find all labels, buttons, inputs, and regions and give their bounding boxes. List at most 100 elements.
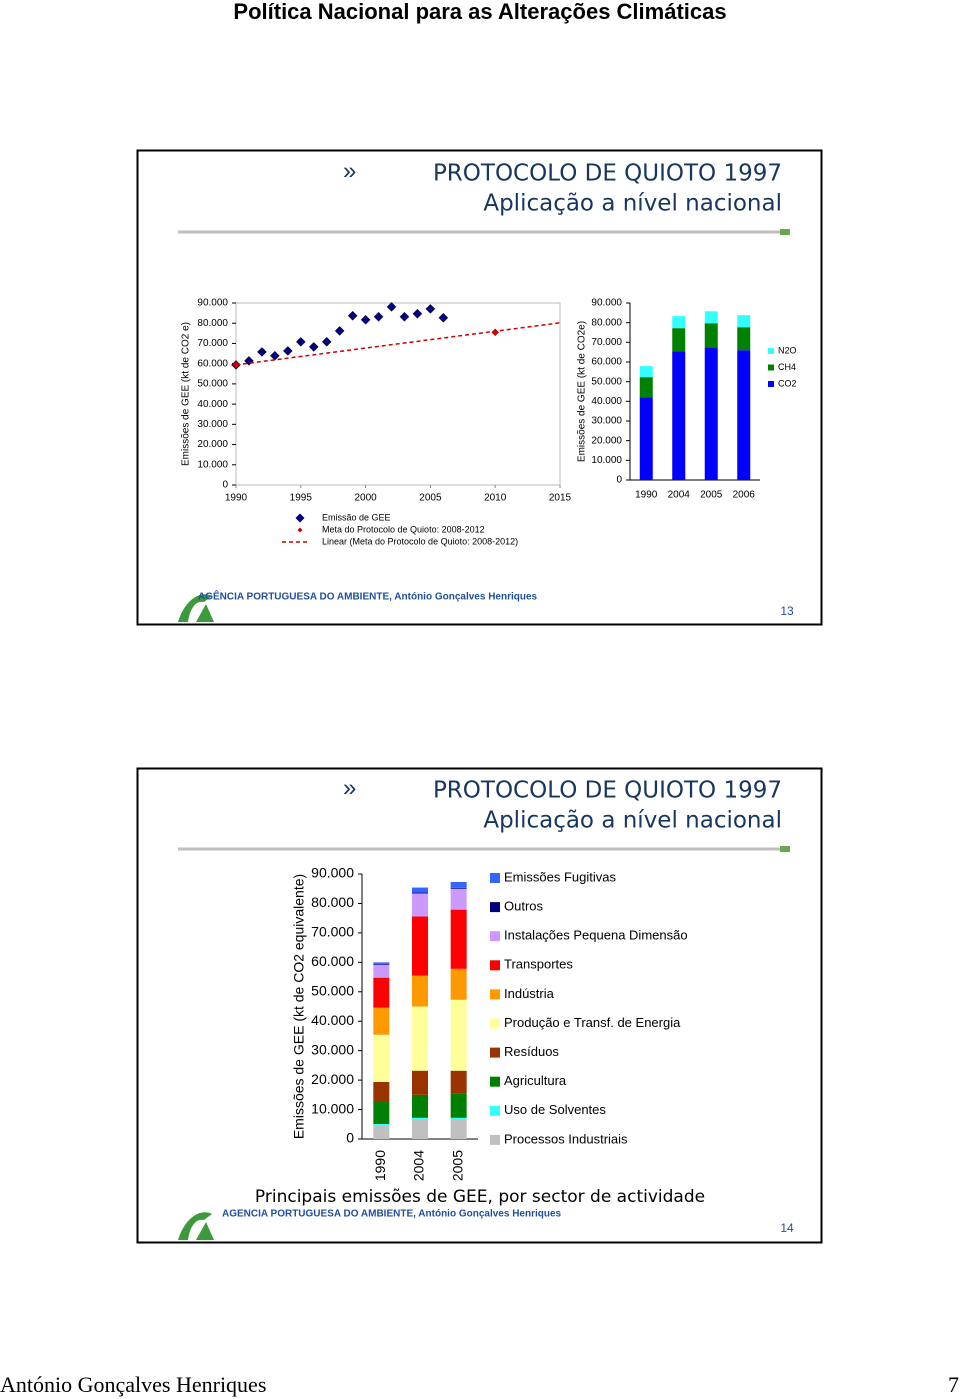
x-tick-label: 1995 [290, 493, 313, 504]
bar-segment [450, 1118, 467, 1139]
slide-title: PROTOCOLO DE QUIOTO 1997 [433, 161, 782, 187]
title-accent [780, 229, 790, 235]
data-point [334, 326, 345, 336]
bar-segment [373, 1081, 390, 1102]
x-tick-label: 2000 [354, 493, 377, 504]
slide-subtitle: Aplicação a nível nacional [483, 808, 782, 834]
legend-swatch [768, 381, 774, 387]
legend-label: Processos Industriais [504, 1131, 628, 1146]
data-point [282, 346, 293, 356]
bar-segment [373, 1007, 390, 1035]
bar-segment [639, 377, 653, 398]
page-author: António Gonçalves Henriques [0, 1372, 266, 1397]
legend-swatch [295, 513, 305, 523]
page-number: 7 [948, 1372, 959, 1397]
data-point [270, 350, 280, 361]
data-point [257, 347, 267, 357]
bar-segment [373, 963, 390, 965]
data-point [399, 311, 410, 322]
bar-segment [412, 893, 428, 917]
legend-label: Emissão de GEE [322, 512, 391, 522]
slide-frame [136, 149, 823, 626]
agency-logo [178, 594, 214, 622]
data-point [425, 304, 436, 314]
legend-label: Outros [504, 899, 544, 914]
plot-frame [235, 302, 561, 486]
bar-segment [373, 977, 390, 1008]
legend-swatch [490, 931, 500, 942]
y-tick-label: 70.000 [197, 338, 228, 349]
bar-segment [412, 1094, 428, 1118]
slide-title: PROTOCOLO DE QUIOTO 1997 [433, 778, 782, 804]
x-tick-label: 2004 [411, 1150, 427, 1181]
bar-segment [450, 968, 467, 1000]
legend-label: Instalações Pequena Dimensão [504, 928, 688, 943]
y-tick-label: 0 [616, 475, 622, 486]
legend-swatch [490, 902, 500, 913]
legend-label: Indústria [504, 986, 555, 1001]
y-tick-label: 30.000 [311, 1041, 354, 1057]
data-point [438, 312, 449, 323]
y-axis-title: Emissões de GEE (kt de CO2 e) [181, 322, 192, 466]
x-tick-label: 1990 [372, 1150, 388, 1181]
bar-segment [412, 1070, 428, 1095]
bar-segment [450, 1093, 467, 1118]
x-tick-label: 2006 [733, 490, 756, 501]
y-tick-label: 80.000 [197, 318, 228, 329]
data-point [373, 311, 384, 322]
bar-segment [412, 1118, 428, 1139]
bar-segment [412, 887, 428, 893]
y-tick-label: 10.000 [591, 455, 622, 466]
x-tick-label: 2015 [549, 493, 572, 504]
bar-segment [412, 916, 428, 976]
bar-segment [737, 350, 751, 480]
bar-segment [373, 1126, 390, 1139]
legend-swatch [490, 1105, 500, 1116]
legend-label: Emissões Fugitivas [504, 869, 616, 884]
bar-segment [450, 1117, 467, 1119]
legend-swatch [490, 989, 500, 1000]
bar-segment [450, 887, 467, 889]
y-tick-label: 90.000 [197, 298, 228, 309]
legend-label: Produção e Transf. de Energia [504, 1015, 681, 1030]
y-tick-label: 70.000 [311, 924, 354, 940]
bar-segment [704, 347, 718, 480]
y-tick-label: 20.000 [591, 435, 622, 446]
slide-caption: Principais emissões de GEE, por sector d… [255, 1187, 705, 1207]
data-point [360, 314, 371, 325]
bar-segment [412, 892, 428, 894]
legend-swatch [768, 364, 774, 371]
legend-swatch [490, 873, 500, 883]
bar-segment [450, 909, 467, 969]
bar-segment [737, 327, 751, 351]
legend-label: CH4 [778, 362, 796, 372]
legend-label: Transportes [504, 957, 573, 972]
data-point [244, 355, 254, 366]
y-tick-label: 60.000 [311, 953, 354, 969]
page-header: Política Nacional para as Alterações Cli… [233, 0, 726, 24]
legend-label: Meta do Protocolo de Quioto: 2008-2012 [322, 524, 485, 534]
bar-segment [450, 1070, 467, 1094]
x-tick-label: 2010 [484, 493, 507, 504]
bar-segment [672, 316, 686, 329]
bar-segment [639, 366, 653, 378]
data-point [295, 336, 306, 347]
x-tick-label: 1990 [225, 493, 248, 504]
title-accent [780, 846, 790, 852]
bar-segment [639, 397, 653, 480]
legend-swatch [490, 1076, 500, 1087]
x-tick-label: 2005 [419, 493, 442, 504]
data-point [412, 308, 423, 319]
y-tick-label: 10.000 [197, 459, 228, 470]
x-tick-label: 2005 [449, 1150, 465, 1181]
bar-segment [672, 351, 686, 480]
bar-segment [412, 1006, 428, 1071]
bullet: » [343, 774, 356, 801]
data-point [386, 301, 397, 312]
y-tick-label: 90.000 [311, 865, 354, 881]
x-tick-label: 2005 [700, 490, 723, 501]
y-tick-label: 60.000 [591, 357, 622, 368]
agency-credit: AGÊNCIA PORTUGUESA DO AMBIENTE, António … [198, 590, 538, 603]
data-point [347, 310, 358, 321]
